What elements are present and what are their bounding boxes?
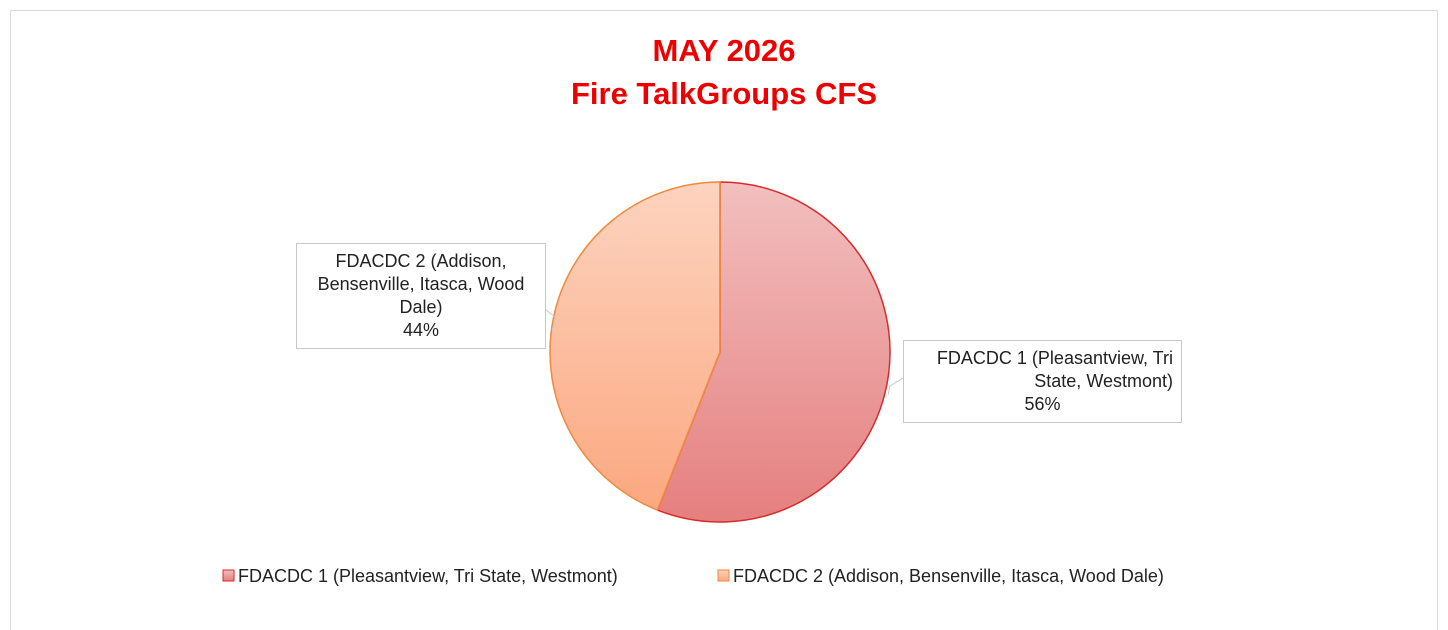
data-label-value: 56% [1024,394,1061,414]
data-label-category: FDACDC 1 (Pleasantview, Tri State, Westm… [936,348,1173,391]
leader-line [545,309,557,331]
chart-title: MAY 2026 [652,33,795,68]
legend-marker [222,569,235,582]
data-label-value: 44% [402,320,440,340]
data-label: FDACDC 2 (Addison, Bensenville, Itasca, … [296,243,546,349]
legend-label: FDACDC 1 (Pleasantview, Tri State, Westm… [238,566,618,586]
leader-line [887,377,904,396]
data-label-category: FDACDC 2 (Addison, Bensenville, Itasca, … [317,251,525,317]
legend-marker [717,569,730,582]
chart-subtitle: Fire TalkGroups CFS [571,76,877,111]
pie-slice [549,181,721,512]
pie-slice [656,181,891,523]
legend-label: FDACDC 2 (Addison, Bensenville, Itasca, … [733,566,1164,586]
data-label: FDACDC 1 (Pleasantview, Tri State, Westm… [903,340,1182,423]
